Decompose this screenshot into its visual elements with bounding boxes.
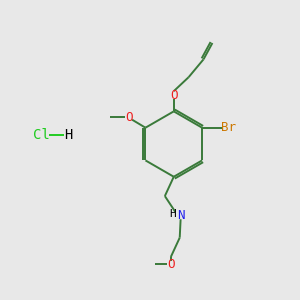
Text: O: O	[125, 111, 133, 124]
Text: H: H	[64, 128, 73, 142]
Text: O: O	[170, 88, 178, 101]
Text: O: O	[167, 258, 175, 271]
Text: Cl: Cl	[33, 128, 50, 142]
Text: Br: Br	[221, 121, 236, 134]
Text: H: H	[169, 209, 176, 219]
Text: N: N	[177, 209, 184, 222]
